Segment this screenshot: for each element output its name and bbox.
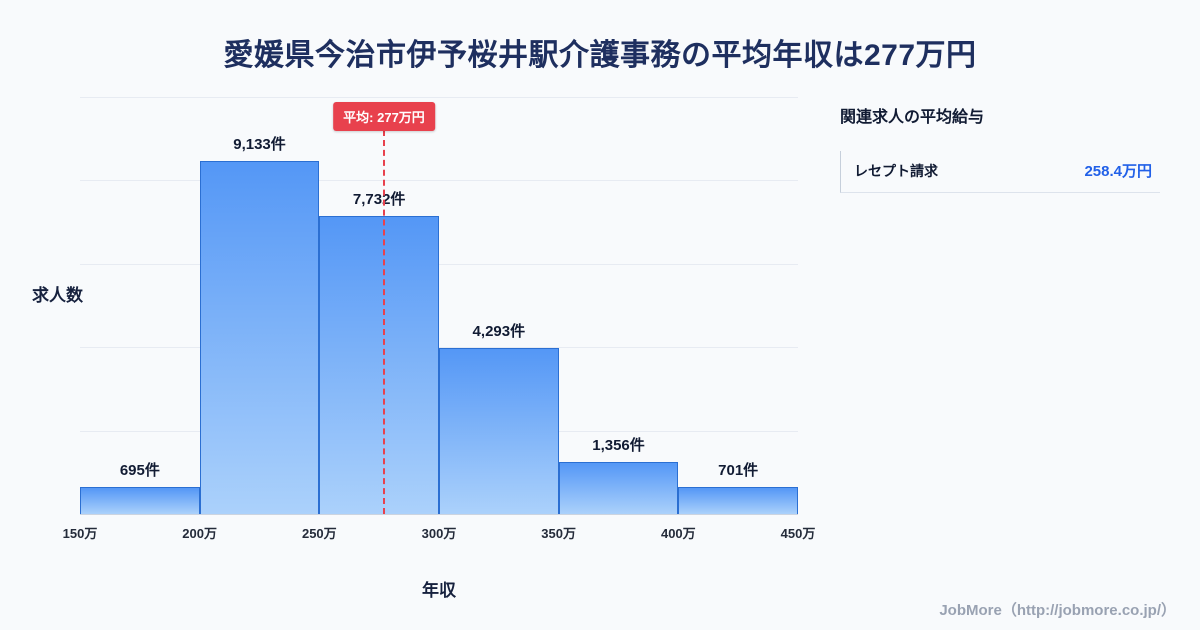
related-jobs-panel: 関連求人の平均給与 レセプト請求 258.4万円: [840, 103, 1160, 193]
histogram-bar: [558, 461, 679, 514]
gridline: [80, 97, 798, 98]
x-tick-label: 150万: [62, 526, 98, 541]
bar-value-label: 9,133件: [233, 136, 286, 154]
x-tick-label: 250万: [301, 526, 337, 541]
histogram-bar: [439, 348, 559, 514]
page-title: 愛媛県今治市伊予桜井駅介護事務の平均年収は277万円: [223, 39, 977, 72]
gridline: [80, 180, 798, 181]
bar-value-label: 701件: [718, 461, 759, 479]
x-tick-label: 200万: [182, 526, 218, 541]
average-line: [383, 130, 385, 514]
x-axis-line: [80, 514, 798, 515]
gridline: [80, 264, 798, 265]
y-axis-label: 求人数: [32, 286, 83, 305]
related-job-row: レセプト請求 258.4万円: [840, 151, 1160, 193]
bar-value-label: 695件: [119, 462, 160, 480]
related-job-salary: 258.4万円: [1084, 163, 1152, 180]
average-badge: 平均: 277万円: [333, 102, 435, 131]
x-axis-label: 年収: [422, 581, 456, 600]
x-tick-label: 400万: [660, 526, 696, 541]
related-jobs-heading: 関連求人の平均給与: [840, 109, 985, 126]
histogram-bar: [199, 161, 320, 514]
x-tick-label: 350万: [541, 526, 577, 541]
plot-area: 695件 9,133件 7,732件 4,293件 1,356件 701件 150万 200万…: [63, 97, 815, 541]
bar-value-label: 1,356件: [592, 436, 645, 454]
related-job-name: レセプト請求: [854, 162, 938, 179]
footer-credit: JobMore（http://jobmore.co.jp/）: [939, 602, 1176, 619]
bar-value-label: 4,293件: [472, 323, 526, 341]
histogram-bar: [80, 487, 200, 514]
bar-value-label: 7,732件: [352, 190, 406, 208]
histogram-bar: [678, 486, 798, 514]
related-jobs-list: レセプト請求 258.4万円: [840, 151, 1160, 193]
gridline: [80, 347, 798, 348]
x-tick-label: 450万: [780, 526, 816, 541]
histogram-bar: [319, 215, 439, 514]
x-tick-label: 300万: [421, 526, 457, 541]
